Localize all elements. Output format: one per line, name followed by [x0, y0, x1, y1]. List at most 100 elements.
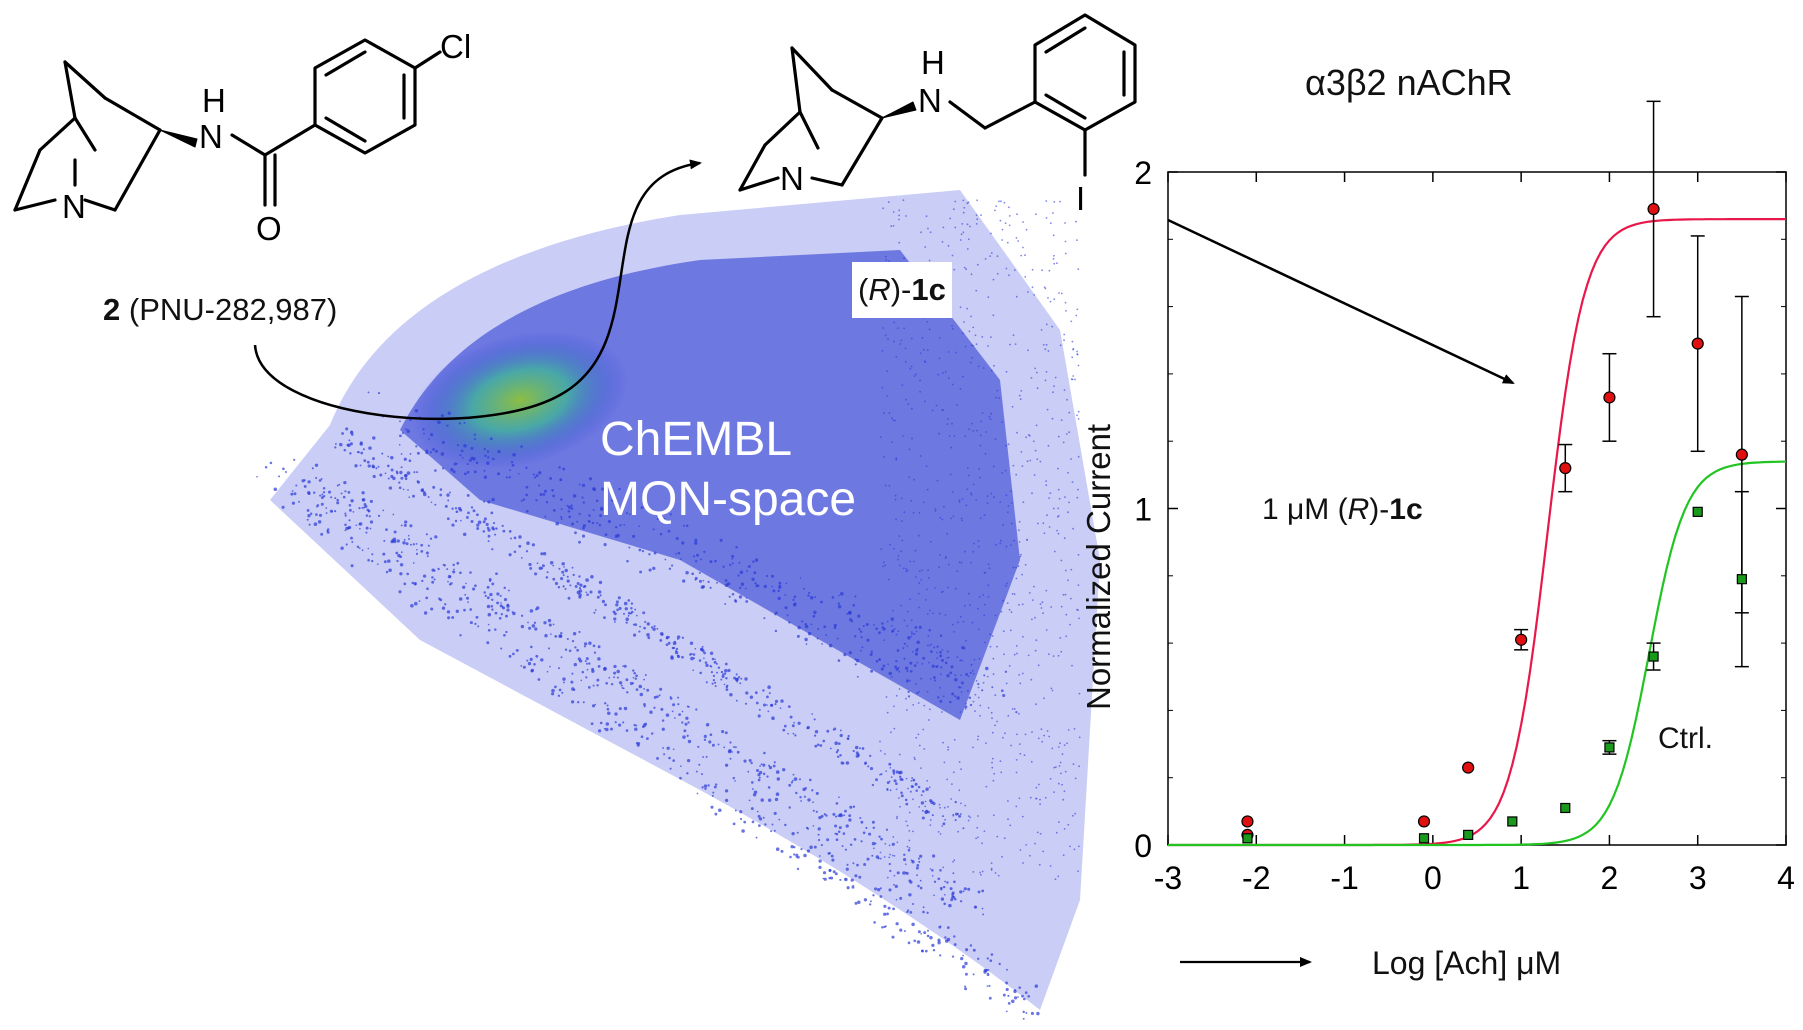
cloud-dot [963, 604, 966, 607]
cloud-dot [682, 735, 686, 739]
cloud-dot [472, 509, 476, 513]
cloud-dot [851, 885, 855, 889]
cloud-dot [572, 573, 575, 577]
cloud-dot [898, 535, 901, 537]
cloud-dot [450, 468, 454, 472]
cloud-dot [382, 509, 385, 512]
cloud-dot [884, 334, 887, 337]
cloud-dot [1019, 682, 1022, 685]
cloud-dot [942, 695, 945, 698]
cloud-dot [603, 616, 606, 620]
cloud-dot [649, 710, 653, 714]
cloud-dot [506, 603, 510, 607]
cloud-dot [919, 879, 922, 882]
cloud-dot [934, 587, 936, 589]
cloud-dot [605, 722, 610, 726]
cloud-dot [757, 778, 761, 782]
cloud-dot [998, 397, 1001, 399]
cloud-dot [812, 801, 814, 804]
cloud-dot [1076, 414, 1078, 417]
cloud-dot [1011, 502, 1013, 504]
cloud-dot [906, 845, 909, 848]
cloud-dot [960, 813, 962, 815]
cloud-dot [622, 612, 626, 615]
cloud-dot [959, 388, 962, 390]
cloud-dot [520, 614, 524, 617]
cloud-dot [907, 403, 910, 406]
cloud-dot [682, 524, 685, 527]
cloud-dot [1067, 579, 1069, 582]
cloud-dot [455, 609, 459, 613]
cloud-dot [1053, 262, 1056, 265]
cloud-dot [603, 702, 607, 705]
cloud-dot [495, 572, 498, 576]
cloud-dot [913, 633, 916, 635]
cloud-dot [691, 572, 695, 576]
cloud-dot [636, 614, 638, 617]
cloud-dot [920, 767, 922, 769]
cloud-dot [745, 691, 749, 695]
cloud-dot [726, 684, 729, 687]
cloud-dot [582, 524, 586, 528]
cloud-dot [914, 549, 917, 552]
cloud-dot [491, 582, 495, 586]
data-point-0 [1647, 202, 1660, 216]
cloud-dot [882, 327, 885, 329]
cloud-dot [883, 904, 887, 908]
cloud-dot [351, 541, 354, 543]
cloud-dot [1052, 391, 1054, 394]
cloud-dot [942, 885, 946, 889]
compound-2-amide-n: N [199, 118, 223, 155]
cloud-dot [745, 600, 749, 603]
cloud-dot [459, 634, 462, 637]
cloud-dot [940, 666, 943, 669]
cloud-dot [1006, 582, 1008, 585]
cloud-dot [928, 661, 930, 664]
cloud-dot [977, 682, 980, 686]
cloud-dot [736, 750, 740, 754]
cloud-dot [955, 351, 958, 354]
cloud-dot [759, 765, 761, 767]
cloud-dot [796, 831, 799, 834]
cloud-dot [929, 824, 932, 826]
cloud-dot [714, 658, 716, 661]
cloud-dot [610, 682, 614, 686]
cloud-dot [908, 830, 911, 832]
cloud-dot [912, 511, 915, 514]
cloud-dot [941, 825, 944, 827]
cloud-dot [1056, 515, 1059, 518]
cloud-dot [576, 648, 579, 652]
cloud-dot [614, 721, 617, 724]
cloud-dot [991, 731, 994, 734]
cloud-dot [933, 880, 937, 883]
cloud-dot [943, 893, 946, 896]
cloud-dot [916, 864, 920, 867]
cloud-dot [918, 511, 921, 514]
cloud-dot [929, 708, 931, 711]
cloud-dot [942, 372, 944, 374]
cloud-dot [897, 555, 900, 557]
cloud-dot [635, 724, 638, 727]
cloud-dot [705, 722, 710, 727]
cloud-dot [983, 514, 986, 516]
cloud-dot [898, 241, 901, 244]
cloud-dot [426, 555, 429, 558]
cloud-dot [369, 499, 373, 503]
cloud-dot [879, 887, 882, 890]
cloud-dot [1066, 398, 1068, 401]
data-point-0 [1515, 633, 1528, 646]
cloud-dot [592, 684, 595, 687]
cloud-dot [336, 484, 339, 487]
cloud-dot [497, 450, 501, 454]
cloud-dot [356, 545, 360, 549]
cloud-dot [632, 682, 635, 685]
cloud-dot [653, 695, 657, 699]
cloud-dot [534, 627, 538, 631]
cloud-dot [388, 486, 393, 490]
cloud-dot [352, 511, 355, 513]
cloud-dot [710, 805, 714, 809]
cloud-dot [1007, 994, 1010, 997]
cloud-dot [869, 653, 873, 656]
cloud-dot [982, 367, 985, 369]
